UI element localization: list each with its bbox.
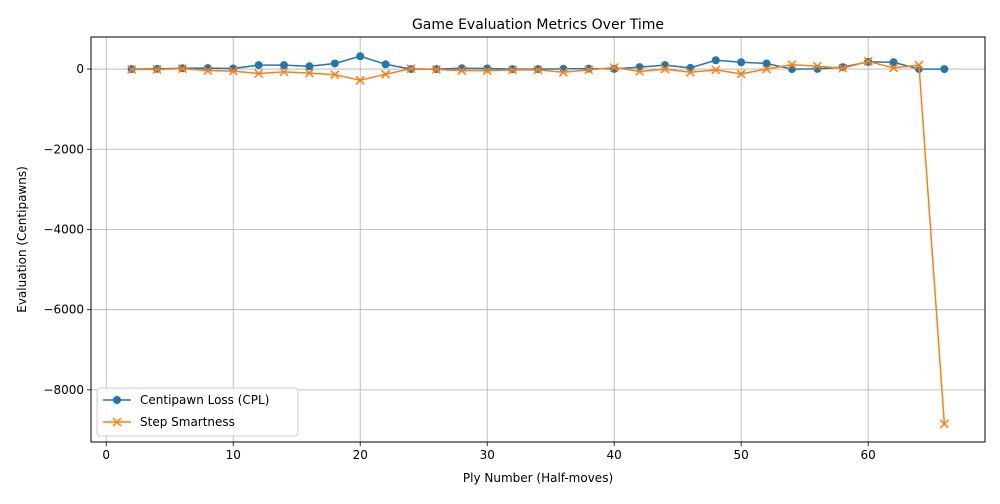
y-tick-label: −8000 [43, 383, 84, 397]
x-tick-label: 0 [102, 448, 110, 462]
data-point-step-smartness [863, 56, 873, 66]
data-point-cpl [737, 58, 746, 67]
data-point-step-smartness [939, 419, 949, 429]
data-point-step-smartness [660, 64, 670, 74]
data-point-step-smartness [177, 64, 187, 74]
x-tick-label: 30 [480, 448, 495, 462]
data-point-step-smartness [381, 69, 391, 79]
y-tick-label: 0 [76, 62, 84, 76]
legend-label-step-smartness: Step Smartness [140, 415, 235, 429]
data-point-step-smartness [838, 63, 848, 73]
plot-frame [90, 36, 986, 443]
y-tick-label: −2000 [43, 142, 84, 156]
x-axis-label: Ply Number (Half-moves) [463, 471, 613, 485]
data-point-step-smartness [304, 68, 314, 78]
series-layer [127, 52, 949, 429]
legend-marker-cpl [113, 396, 121, 404]
data-point-step-smartness [482, 66, 492, 76]
data-point-step-smartness [609, 62, 619, 73]
data-point-cpl [787, 65, 796, 74]
legend-box [96, 387, 299, 437]
data-point-cpl [330, 59, 339, 68]
data-point-step-smartness [635, 66, 645, 77]
ticks: 0 10 20 30 40 50 60 −8000 −6000 −4000 −2000 0 [43, 62, 875, 462]
y-tick-label: −6000 [43, 303, 84, 317]
data-point-step-smartness [406, 64, 416, 74]
data-point-cpl [711, 56, 720, 65]
data-point-step-smartness [254, 68, 264, 79]
data-point-step-smartness [711, 65, 721, 75]
data-point-step-smartness [914, 60, 924, 70]
data-point-step-smartness [330, 70, 340, 80]
x-tick-label: 40 [607, 448, 622, 462]
data-point-cpl [762, 59, 771, 68]
legend-label-cpl: Centipawn Loss (CPL) [140, 393, 269, 407]
data-point-step-smartness [457, 66, 467, 76]
data-point-step-smartness [431, 64, 441, 75]
data-point-cpl [280, 61, 289, 70]
data-point-step-smartness [508, 65, 518, 75]
y-tick-label: −4000 [43, 222, 84, 236]
data-point-cpl [838, 63, 847, 72]
x-tick-label: 60 [861, 448, 876, 462]
data-point-step-smartness [685, 67, 695, 77]
data-point-step-smartness [584, 65, 594, 75]
data-point-cpl [686, 63, 695, 72]
chart-title: Game Evaluation Metrics Over Time [412, 17, 664, 33]
data-point-cpl [381, 60, 390, 69]
x-tick-label: 10 [226, 448, 241, 462]
data-point-step-smartness [558, 67, 568, 77]
data-point-cpl [254, 61, 263, 70]
data-point-cpl [305, 62, 314, 71]
legend-marker-step-smartness [112, 417, 122, 427]
data-point-step-smartness [127, 64, 137, 75]
data-point-step-smartness [203, 66, 213, 76]
legend-item-cpl: Centipawn Loss (CPL) [103, 393, 269, 407]
data-point-cpl [635, 63, 644, 72]
data-point-cpl [889, 58, 898, 67]
legend-item-step-smartness: Step Smartness [103, 415, 235, 429]
data-point-cpl [940, 65, 949, 74]
data-point-step-smartness [152, 64, 162, 75]
x-tick-label: 50 [734, 448, 749, 462]
data-point-step-smartness [736, 69, 746, 79]
data-point-step-smartness [279, 67, 289, 77]
data-point-cpl [660, 61, 669, 70]
data-point-step-smartness [889, 63, 899, 73]
data-point-step-smartness [762, 64, 772, 74]
data-point-cpl [610, 64, 619, 73]
x-tick-label: 20 [353, 448, 368, 462]
data-point-step-smartness [533, 65, 543, 75]
data-point-step-smartness [812, 61, 822, 71]
data-point-step-smartness [787, 60, 797, 70]
data-point-cpl [356, 52, 365, 61]
legend: Centipawn Loss (CPL) Step Smartness [96, 387, 299, 437]
series-step-smartness [127, 56, 949, 429]
data-point-cpl [584, 64, 593, 73]
data-point-step-smartness [355, 75, 365, 85]
y-axis-label: Evaluation (Centipawns) [15, 166, 29, 313]
data-point-step-smartness [228, 66, 238, 76]
